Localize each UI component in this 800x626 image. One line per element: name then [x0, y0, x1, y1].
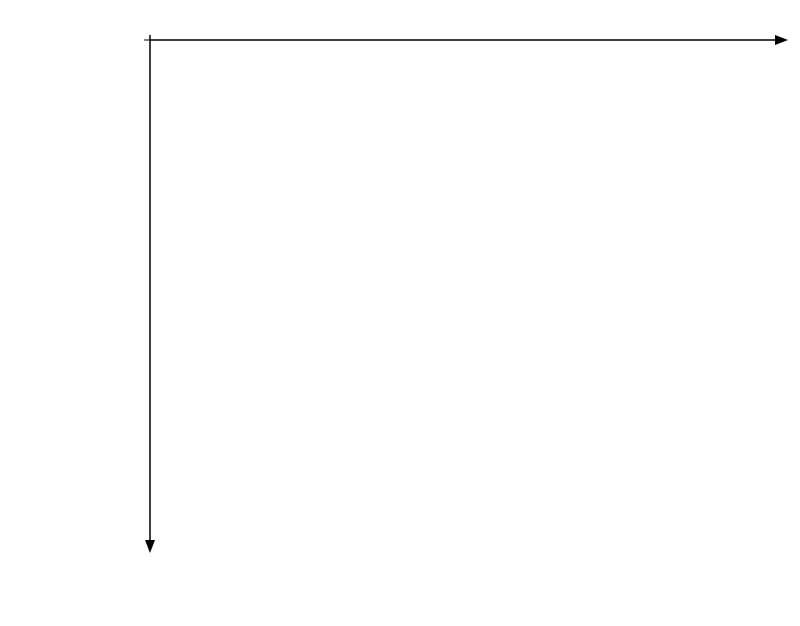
silica-depth-chart: [0, 0, 800, 626]
chart-svg: [0, 0, 800, 626]
chart-bg: [0, 0, 800, 626]
